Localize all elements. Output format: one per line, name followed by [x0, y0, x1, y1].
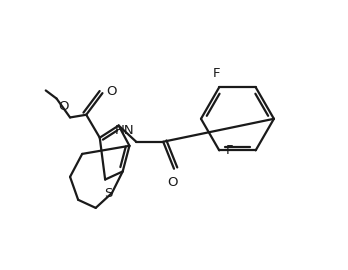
Text: O: O — [167, 176, 178, 188]
Text: F: F — [213, 68, 220, 80]
Text: O: O — [58, 100, 69, 113]
Text: O: O — [51, 84, 62, 97]
Text: O: O — [106, 85, 117, 98]
Text: HN: HN — [115, 124, 135, 137]
Text: F: F — [226, 144, 234, 157]
Text: O: O — [45, 84, 55, 97]
Text: S: S — [104, 187, 112, 200]
